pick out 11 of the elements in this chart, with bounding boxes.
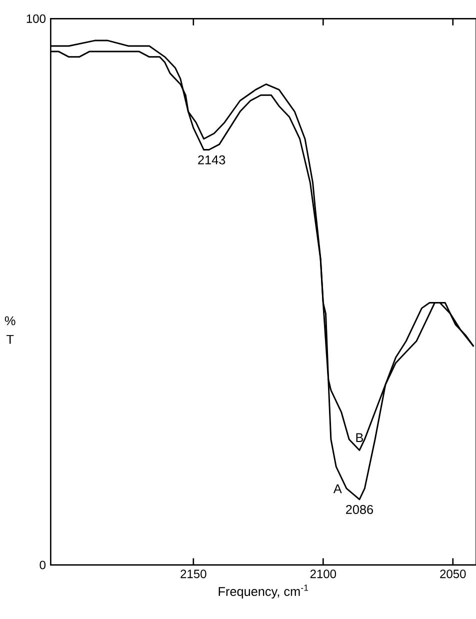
x-tick-label: 2050 (440, 570, 466, 578)
x-axis-title: Frequency, cm$^{-1}$ (218, 584, 308, 599)
x-tick-label: 2150 (180, 570, 206, 578)
series-label: A (333, 484, 342, 494)
series-label: B (356, 433, 363, 442)
y-axis-title: % T (4, 316, 16, 344)
y-tick-label: 0 (40, 560, 46, 570)
annotation: 2086 (346, 505, 373, 514)
annotation: 2143 (198, 155, 225, 164)
x-tick-label: 2100 (310, 570, 336, 578)
y-tick-label: 100 (26, 14, 46, 23)
